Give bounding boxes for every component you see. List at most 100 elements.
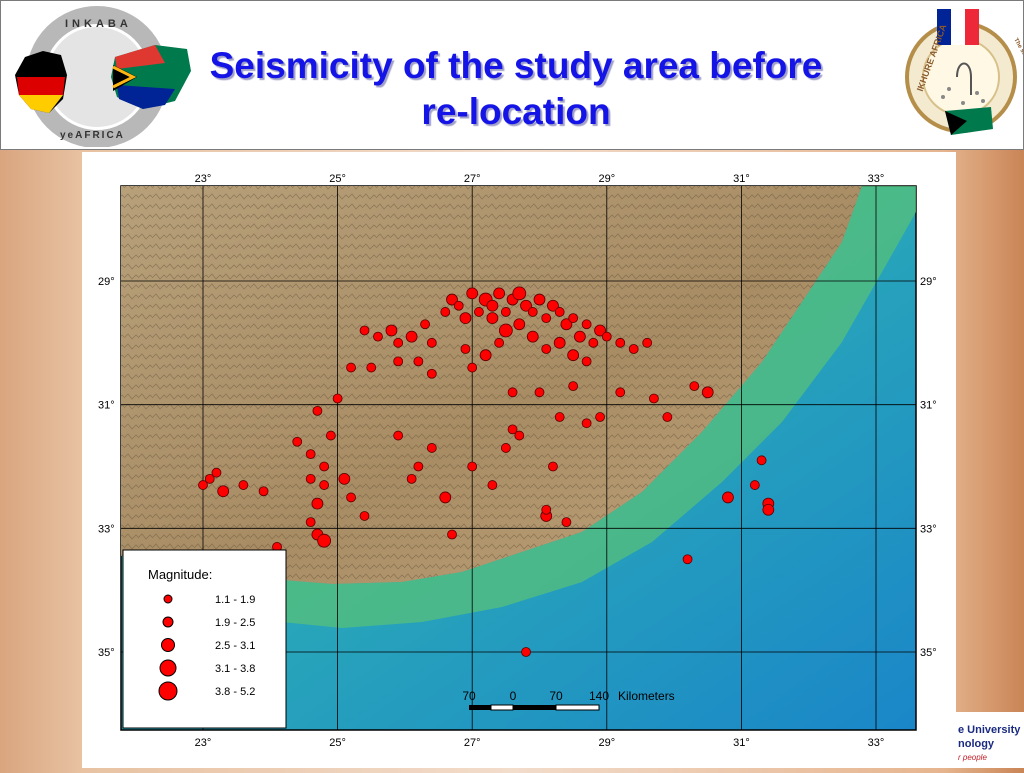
map-panel: 23° 25° 27° 29° 31° 33° 23° 25° 27° 29° 31° 33° 29… xyxy=(82,152,956,768)
lon-label-top: 31° xyxy=(733,173,750,185)
title-line-1: Seismicity of the study area before xyxy=(209,45,823,86)
earthquake-event xyxy=(385,324,398,337)
earthquake-event xyxy=(514,430,525,441)
earthquake-event xyxy=(319,461,330,472)
earthquake-event xyxy=(554,412,565,422)
earthquake-event xyxy=(373,331,383,342)
earthquake-event xyxy=(217,485,230,498)
earthquake-event xyxy=(305,517,316,528)
svg-text:yeAFRICA: yeAFRICA xyxy=(60,130,125,141)
earthquake-event xyxy=(701,386,714,399)
earthquake-event xyxy=(521,647,531,657)
lat-label-left: 31° xyxy=(98,400,115,412)
earthquake-event xyxy=(346,362,356,373)
legend-symbol xyxy=(158,681,178,701)
earthquake-event xyxy=(474,307,484,317)
earthquake-event xyxy=(258,486,269,497)
lat-label-left: 33° xyxy=(98,523,115,535)
earthquake-event xyxy=(346,492,356,503)
earthquake-event xyxy=(541,313,552,324)
earthquake-event xyxy=(317,533,332,548)
university-logo: e University nology r people xyxy=(956,712,1024,768)
earthquake-event xyxy=(493,287,506,300)
lon-label-bottom: 25° xyxy=(329,737,346,749)
earthquake-event xyxy=(486,299,499,312)
earthquake-event xyxy=(689,381,700,392)
earthquake-event xyxy=(467,362,478,373)
earthquake-event xyxy=(594,324,606,337)
earthquake-event xyxy=(628,344,639,354)
left-latitude-labels: 29° 31° 33° 35° xyxy=(98,276,115,659)
earthquake-event xyxy=(359,325,370,336)
lon-label-bottom: 29° xyxy=(598,737,615,749)
earthquake-event xyxy=(460,344,471,354)
lon-label-top: 33° xyxy=(868,173,885,185)
legend-label: 1.1 - 1.9 xyxy=(215,594,255,606)
earthquake-event xyxy=(292,436,303,447)
earthquake-event xyxy=(567,349,580,362)
earthquake-event xyxy=(581,356,592,367)
earthquake-event xyxy=(615,337,626,348)
lat-label-left: 29° xyxy=(98,276,115,288)
earthquake-event xyxy=(520,299,532,312)
earthquake-event xyxy=(393,430,404,441)
earthquake-event xyxy=(204,473,215,484)
earthquake-event xyxy=(479,349,492,362)
lat-label-right: 35° xyxy=(920,647,937,659)
scale-unit: Kilometers xyxy=(618,689,675,703)
earthquake-event xyxy=(238,480,249,490)
slide-header: INKABA yeAFRICA Seismicity of the study … xyxy=(0,0,1024,150)
lon-label-bottom: 27° xyxy=(464,737,481,749)
earthquake-event xyxy=(453,300,464,311)
earthquake-event xyxy=(393,356,404,367)
earthquake-event xyxy=(420,319,430,330)
legend-label: 1.9 - 2.5 xyxy=(215,617,255,629)
earthquake-event xyxy=(601,331,612,342)
lat-label-left: 35° xyxy=(98,647,115,659)
earthquake-event xyxy=(440,307,451,317)
earthquake-event xyxy=(500,443,511,453)
earthquake-event xyxy=(513,318,526,331)
earthquake-event xyxy=(588,337,599,348)
earthquake-event xyxy=(466,287,479,300)
scale-label: 0 xyxy=(510,689,517,703)
lon-label-top: 27° xyxy=(464,173,481,185)
earthquake-event xyxy=(312,405,323,416)
earthquake-event xyxy=(426,443,437,453)
earthquake-event xyxy=(526,330,539,343)
earthquake-event xyxy=(560,318,573,331)
lon-label-bottom: 23° xyxy=(195,737,212,749)
earthquake-event xyxy=(494,337,505,348)
lon-label-bottom: 33° xyxy=(868,737,885,749)
earthquake-event xyxy=(541,344,552,354)
lon-label-bottom: 31° xyxy=(733,737,750,749)
scale-label: 140 xyxy=(589,689,609,703)
earthquake-event xyxy=(486,312,499,325)
earthquake-event xyxy=(413,356,424,367)
earthquake-event xyxy=(405,330,418,343)
earthquake-event xyxy=(507,424,518,435)
earthquake-event xyxy=(426,368,437,379)
seismicity-map[interactable]: 23° 25° 27° 29° 31° 33° 23° 25° 27° 29° 31° 33° 29… xyxy=(82,152,956,768)
earthquake-event xyxy=(762,503,775,516)
earthquake-event xyxy=(642,337,653,348)
earthquake-event xyxy=(595,412,605,422)
earthquake-event xyxy=(426,337,437,348)
scale-bar: 70 0 70 140 Kilometers xyxy=(462,689,675,711)
earthquake-event xyxy=(527,307,538,317)
legend-symbol xyxy=(163,594,173,604)
earthquake-event xyxy=(749,480,760,490)
earthquake-event xyxy=(553,336,566,349)
lon-label-top: 29° xyxy=(598,173,615,185)
earthquake-event xyxy=(406,473,417,484)
scale-label: 70 xyxy=(462,689,476,703)
earthquake-event xyxy=(512,286,527,301)
svg-text:INKABA: INKABA xyxy=(65,18,132,30)
bottom-longitude-labels: 23° 25° 27° 29° 31° 33° xyxy=(195,737,885,749)
earthquake-event xyxy=(541,504,552,515)
earthquake-event xyxy=(305,473,316,484)
earthquake-event xyxy=(500,307,511,317)
earthquake-event xyxy=(393,337,404,348)
lon-label-top: 23° xyxy=(195,173,212,185)
earthquake-event xyxy=(573,330,586,343)
